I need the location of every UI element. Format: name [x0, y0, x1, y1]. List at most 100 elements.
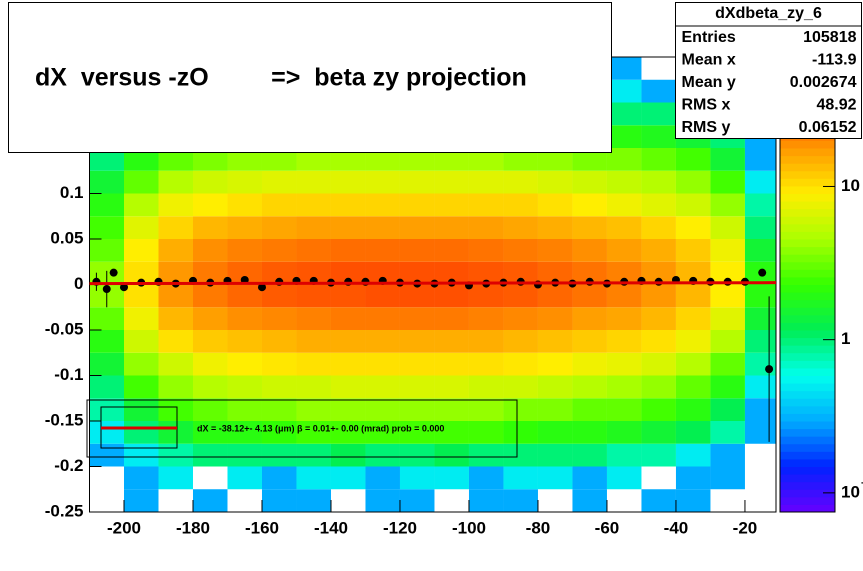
- heatmap-cell: [123, 261, 159, 285]
- heatmap-cell: [572, 193, 607, 217]
- stats-title: dXdbeta_zy_6: [715, 5, 822, 22]
- heatmap-cell: [192, 193, 228, 217]
- heatmap-cell: [365, 284, 400, 308]
- heatmap-cell: [434, 398, 469, 421]
- heatmap-cell: [296, 352, 331, 376]
- colorbar-step: [780, 178, 835, 187]
- x-tick-label: -60: [595, 518, 620, 537]
- heatmap-cell: [399, 261, 435, 285]
- heatmap-cell: [641, 352, 676, 376]
- heatmap-cell: [641, 193, 676, 217]
- colorbar-step: [780, 398, 835, 407]
- colorbar-step: [780, 428, 835, 437]
- heatmap-cell: [227, 216, 262, 239]
- heatmap-cell: [434, 330, 469, 353]
- x-tick-label: -200: [107, 518, 141, 537]
- y-tick-label: -0.1: [54, 365, 83, 384]
- heatmap-cell: [296, 216, 331, 239]
- heatmap-cell: [227, 170, 262, 194]
- heatmap-cell: [675, 352, 711, 376]
- heatmap-cell: [365, 170, 400, 194]
- heatmap-cell: [123, 375, 159, 399]
- heatmap-cell: [89, 398, 124, 421]
- heatmap-cell: [468, 443, 504, 467]
- colorbar-step: [780, 223, 835, 232]
- heatmap-cell: [675, 193, 711, 217]
- heatmap-cell: [227, 466, 262, 490]
- heatmap-cell: [261, 261, 297, 285]
- heatmap-cell: [606, 352, 642, 376]
- heatmap-cell: [744, 193, 776, 217]
- heatmap-cell: [158, 170, 193, 194]
- heatmap-cell: [434, 148, 469, 171]
- heatmap-cell: [710, 148, 745, 171]
- heatmap-cell: [261, 330, 297, 353]
- heatmap-cell: [572, 307, 607, 330]
- heatmap-cell: [606, 421, 642, 444]
- y-tick-label: 0.05: [50, 228, 83, 247]
- heatmap-cell: [744, 421, 776, 444]
- heatmap-cell: [675, 375, 711, 399]
- heatmap-cell: [365, 421, 400, 444]
- heatmap-cell: [365, 398, 400, 421]
- z-tick-label: 1: [841, 329, 850, 348]
- heatmap-cell: [468, 375, 504, 399]
- heatmap-cell: [675, 148, 711, 171]
- colorbar-step: [780, 421, 835, 430]
- heatmap-cell: [330, 398, 366, 421]
- heatmap-cell: [261, 375, 297, 399]
- heatmap-cell: [296, 307, 331, 330]
- x-tick-label: -140: [314, 518, 348, 537]
- heatmap-cell: [123, 352, 159, 376]
- heatmap-cell: [330, 466, 366, 490]
- heatmap-cell: [192, 261, 228, 285]
- heatmap-cell: [227, 375, 262, 399]
- x-tick-label: -160: [245, 518, 279, 537]
- colorbar-step: [780, 208, 835, 217]
- heatmap-cell: [434, 466, 469, 490]
- heatmap-cell: [296, 421, 331, 444]
- heatmap-cell: [606, 307, 642, 330]
- heatmap-cell: [365, 330, 400, 353]
- heatmap-cell: [330, 193, 366, 217]
- heatmap-cell: [675, 284, 711, 308]
- heatmap-cell: [399, 193, 435, 217]
- heatmap-cell: [744, 330, 776, 353]
- heatmap-cell: [158, 284, 193, 308]
- heatmap-cell: [537, 330, 573, 353]
- heatmap-cell: [710, 193, 745, 217]
- heatmap-cell: [365, 193, 400, 217]
- heatmap-cell: [606, 193, 642, 217]
- heatmap-cell: [710, 375, 745, 399]
- heatmap-cell: [158, 216, 193, 239]
- stats-label: Entries: [682, 29, 736, 46]
- colorbar-step: [780, 269, 835, 278]
- heatmap-cell: [744, 239, 776, 262]
- heatmap-cell: [296, 489, 331, 512]
- heatmap-cell: [606, 57, 642, 80]
- heatmap-cell: [503, 330, 538, 353]
- legend-box: [86, 399, 518, 458]
- heatmap-cell: [158, 466, 193, 490]
- heatmap-cell: [606, 102, 642, 126]
- heatmap-cell: [710, 330, 745, 353]
- heatmap-cell: [434, 443, 469, 467]
- heatmap-cell: [537, 443, 573, 467]
- colorbar-step: [780, 352, 835, 361]
- heatmap-cell: [606, 261, 642, 285]
- heatmap-cell: [675, 261, 711, 285]
- profile-point: [119, 283, 128, 292]
- colorbar-step: [780, 466, 835, 475]
- colorbar-step: [780, 193, 835, 202]
- heatmap-cell: [158, 239, 193, 262]
- heatmap-cell: [537, 421, 573, 444]
- stats-value: 105818: [803, 29, 856, 46]
- heatmap-cell: [710, 261, 745, 285]
- heatmap-cell: [503, 398, 538, 421]
- heatmap-cell: [123, 284, 159, 308]
- heatmap-cell: [399, 466, 435, 490]
- heatmap-cell: [261, 307, 297, 330]
- heatmap-cell: [675, 330, 711, 353]
- heatmap-cell: [468, 421, 504, 444]
- heatmap-cell: [330, 239, 366, 262]
